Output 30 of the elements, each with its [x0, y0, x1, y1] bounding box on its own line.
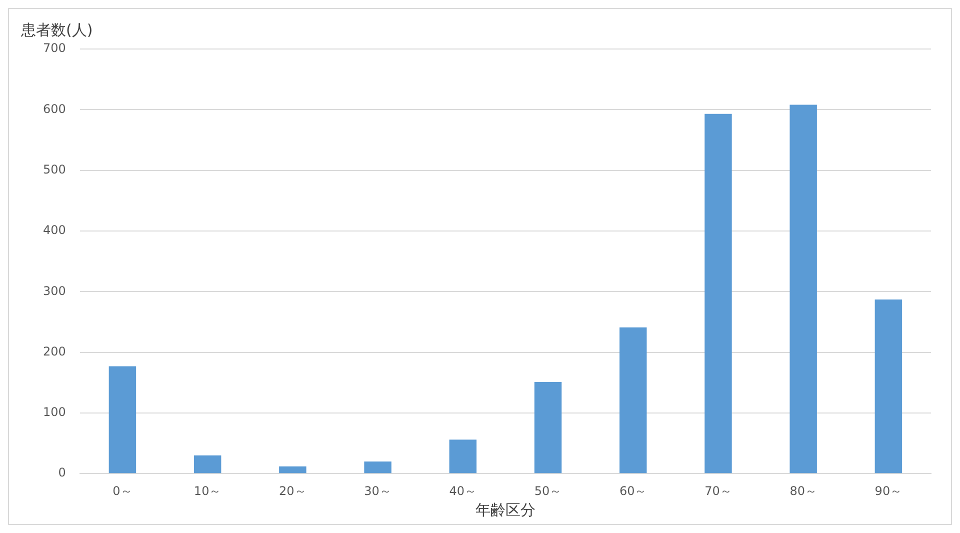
- x-tick-label: 60～: [619, 484, 647, 498]
- y-tick-label: 400: [43, 223, 66, 238]
- bar: [704, 114, 732, 474]
- y-tick-label: 0: [58, 466, 66, 480]
- x-tick-label: 50～: [534, 484, 562, 498]
- bar: [194, 455, 222, 474]
- x-tick-label: 30～: [364, 484, 392, 498]
- x-tick-label: 0～: [112, 484, 132, 498]
- y-tick-label: 500: [43, 162, 66, 176]
- y-tick-label: 700: [43, 41, 66, 56]
- bar: [874, 300, 902, 474]
- bar: [620, 327, 647, 474]
- y-tick-label: 100: [43, 405, 66, 420]
- bar: [534, 382, 562, 474]
- bar: [790, 104, 817, 474]
- y-tick-label: 300: [43, 284, 66, 298]
- bar: [449, 440, 477, 474]
- x-tick-label: 10～: [194, 484, 222, 498]
- y-axis-title: 患者数(人): [20, 20, 93, 39]
- x-tick-label: 90～: [874, 484, 902, 498]
- y-tick-label: 200: [43, 344, 66, 358]
- bar: [108, 366, 136, 474]
- x-tick-label: 70～: [704, 484, 732, 498]
- x-tick-label: 20～: [279, 484, 306, 498]
- bar: [279, 466, 306, 474]
- x-axis-title: 年齢区分: [475, 500, 536, 519]
- bar: [364, 461, 392, 474]
- x-tick-label: 80～: [790, 484, 817, 498]
- x-tick-label: 40～: [449, 484, 477, 498]
- y-tick-label: 600: [43, 102, 66, 116]
